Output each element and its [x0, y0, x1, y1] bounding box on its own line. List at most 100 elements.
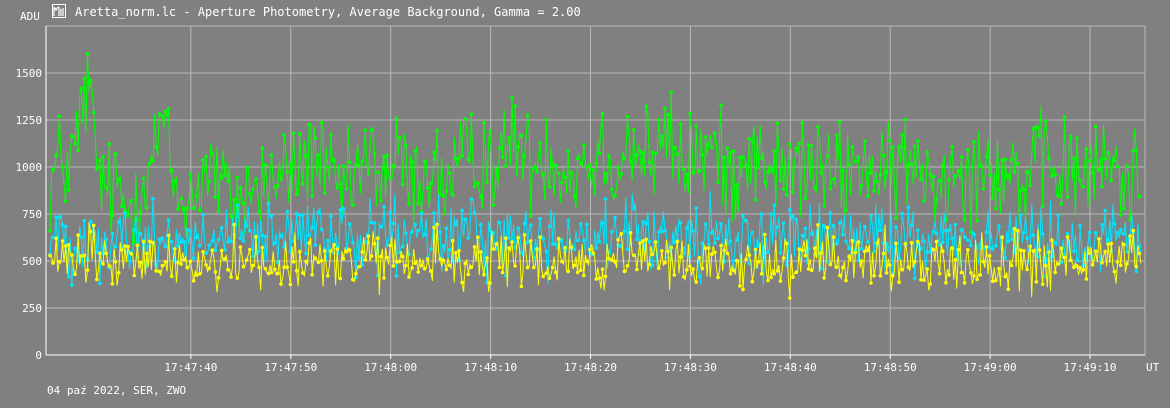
data-point: [862, 224, 867, 229]
data-point: [844, 239, 848, 244]
data-point: [338, 276, 343, 281]
data-point: [347, 248, 352, 252]
data-point: [566, 269, 570, 274]
data-point: [60, 223, 65, 227]
data-point: [544, 249, 549, 254]
data-point: [313, 136, 318, 141]
data-point: [1059, 202, 1064, 206]
data-point: [1137, 251, 1142, 256]
data-point: [947, 178, 951, 182]
data-point: [1065, 231, 1070, 236]
data-point: [1131, 228, 1135, 233]
data-point: [713, 131, 717, 135]
data-point: [1078, 223, 1082, 228]
data-point: [251, 187, 255, 191]
data-point: [528, 239, 533, 243]
lightcurve-app-icon[interactable]: [52, 4, 66, 18]
data-point: [625, 247, 630, 251]
data-point: [663, 260, 667, 265]
data-point: [466, 157, 471, 162]
data-point: [722, 155, 727, 160]
data-point: [850, 145, 855, 149]
data-point: [285, 265, 290, 270]
data-point: [1137, 194, 1142, 199]
data-point: [900, 267, 904, 272]
data-point: [647, 262, 652, 267]
data-point: [357, 264, 361, 269]
data-point: [326, 238, 330, 243]
x-tick-label: 17:47:50: [264, 361, 317, 374]
data-point: [497, 220, 502, 225]
data-point: [750, 139, 755, 143]
data-point: [441, 258, 446, 263]
data-point: [1025, 169, 1029, 174]
data-point: [978, 273, 982, 277]
data-point: [703, 222, 708, 226]
data-point: [912, 276, 917, 281]
data-point: [494, 167, 499, 172]
data-point: [816, 223, 820, 227]
data-point: [319, 120, 324, 125]
data-point: [210, 239, 215, 243]
data-point: [866, 240, 870, 244]
data-point: [744, 257, 748, 262]
data-point: [763, 180, 767, 184]
data-point: [597, 276, 602, 280]
data-point: [338, 182, 343, 186]
data-point: [273, 241, 277, 245]
data-point: [631, 128, 636, 132]
data-point: [731, 149, 736, 153]
data-point: [241, 239, 246, 243]
data-point: [254, 234, 258, 239]
data-point: [522, 154, 527, 159]
data-point: [385, 255, 389, 260]
data-point: [226, 267, 230, 272]
data-point: [419, 211, 424, 216]
data-point: [354, 163, 358, 167]
data-point: [472, 245, 477, 249]
data-point: [591, 251, 595, 255]
data-point: [1040, 282, 1045, 287]
data-point: [672, 145, 677, 150]
data-point: [204, 263, 208, 267]
data-point: [710, 145, 714, 150]
data-point: [1093, 124, 1098, 129]
data-point: [98, 158, 102, 163]
data-point: [772, 203, 776, 207]
data-point: [600, 221, 605, 225]
data-point: [741, 287, 745, 292]
data-point: [666, 112, 670, 117]
data-point: [413, 222, 418, 227]
data-point: [522, 233, 527, 237]
data-point: [160, 114, 165, 118]
data-point: [588, 247, 592, 252]
data-point: [981, 259, 986, 264]
data-point: [248, 247, 252, 252]
data-point: [966, 248, 970, 252]
data-point: [232, 222, 236, 227]
data-point: [1069, 134, 1073, 138]
data-point: [941, 163, 945, 167]
data-point: [1087, 230, 1092, 235]
x-tick-label: 17:48:40: [764, 361, 817, 374]
data-point: [678, 255, 683, 259]
data-point: [535, 247, 539, 251]
data-point: [369, 254, 374, 258]
data-point: [51, 261, 55, 265]
data-point: [912, 259, 917, 264]
data-point: [759, 212, 764, 216]
series-line: [49, 191, 1142, 286]
data-point: [372, 152, 377, 156]
data-point: [834, 133, 839, 138]
data-point: [1112, 158, 1117, 163]
data-point: [354, 271, 358, 276]
data-point: [504, 164, 508, 168]
data-point: [950, 246, 954, 250]
data-point: [1072, 249, 1076, 253]
data-point: [63, 199, 68, 203]
data-point: [294, 211, 299, 216]
data-point: [622, 157, 627, 161]
data-point: [994, 244, 998, 248]
data-point: [831, 223, 836, 228]
data-point: [285, 170, 290, 174]
